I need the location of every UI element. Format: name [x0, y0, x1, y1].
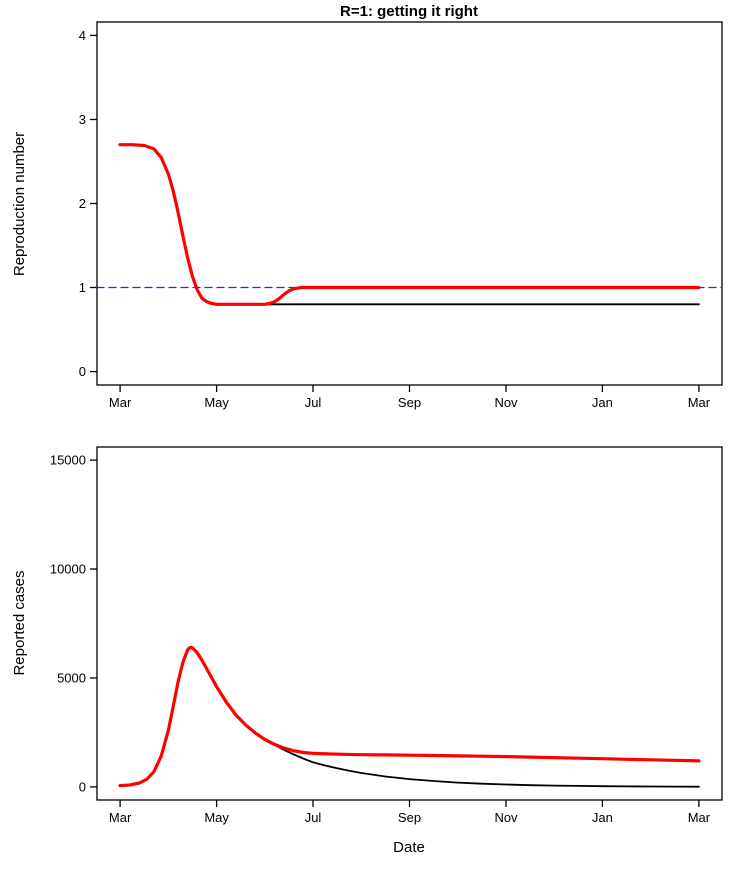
chart-title: R=1: getting it right [340, 3, 478, 20]
chart-panel-1: 0 5000 10000 15000 Mar May Jul Sep Nov Jan Mar [50, 446, 723, 825]
x-tick-label: Mar [688, 810, 711, 825]
y-tick-label: 0 [79, 364, 86, 379]
plot-box [96, 21, 723, 386]
x-tick-label: Nov [494, 395, 518, 410]
x-tick-label: Sep [398, 395, 421, 410]
y-tick-label: 10000 [50, 562, 86, 577]
y-tick-label: 2 [79, 196, 86, 211]
x-tick-label: May [204, 810, 229, 825]
x-tick-label: Jul [305, 395, 322, 410]
x-tick-label: Mar [109, 810, 132, 825]
x-tick-label: Jan [592, 810, 613, 825]
x-tick-label: Mar [109, 395, 132, 410]
x-tick-label: May [204, 395, 229, 410]
x-tick-label: Jul [305, 810, 322, 825]
y-axis-label-top: Reproduction number [11, 132, 28, 276]
x-tick-label: Jan [592, 395, 613, 410]
cases-R-returns-to-one-line [118, 645, 701, 788]
cases-R-stays-low-line [263, 738, 700, 788]
y-tick-label: 1 [79, 280, 86, 295]
y-tick-label: 15000 [50, 453, 86, 468]
R-returns-to-one-line [118, 143, 701, 306]
x-axis-label-bottom: Date [393, 839, 425, 856]
y-axis-label-bottom: Reported cases [11, 570, 28, 675]
plot-box [96, 446, 723, 801]
y-tick-label: 0 [79, 779, 86, 794]
x-tick-label: Sep [398, 810, 421, 825]
y-tick-label: 3 [79, 112, 86, 127]
y-tick-label: 4 [79, 28, 86, 43]
chart-panel-0: 0 1 2 3 4 Mar May Jul Sep Nov Jan Mar [79, 21, 723, 410]
x-tick-label: Mar [688, 395, 711, 410]
x-tick-label: Nov [494, 810, 518, 825]
y-tick-label: 5000 [57, 671, 86, 686]
